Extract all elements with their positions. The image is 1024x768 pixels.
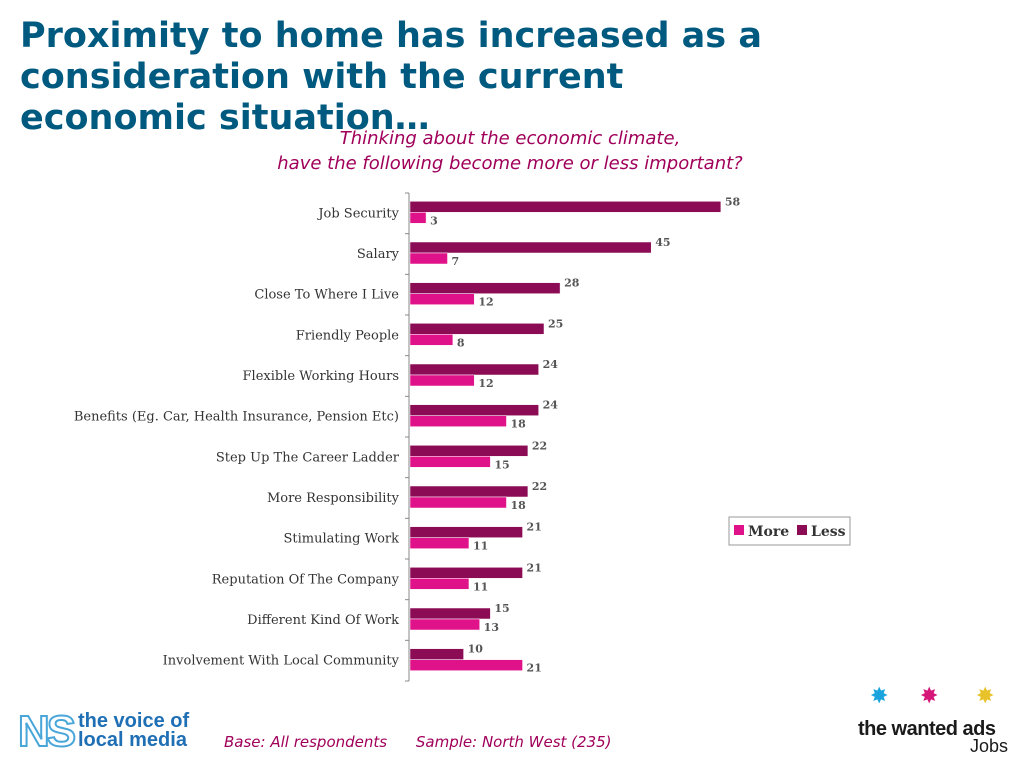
data-label-less: 21 (527, 521, 542, 534)
data-label-more: 18 (510, 418, 526, 431)
bar-more (409, 415, 507, 427)
category-label: Involvement With Local Community (163, 654, 400, 669)
bar-more (409, 212, 427, 224)
category-label: Step Up The Career Ladder (216, 450, 400, 465)
chart-axes (405, 192, 410, 682)
data-label-more: 8 (457, 336, 465, 349)
bar-more (409, 456, 491, 468)
data-label-less: 10 (468, 643, 484, 656)
bar-less (409, 445, 529, 457)
category-label: Friendly People (296, 328, 400, 343)
bar-less (409, 567, 523, 579)
star-icon-pink: ✸ (920, 684, 939, 709)
bar-more (409, 659, 523, 671)
bar-less (409, 485, 529, 498)
data-label-less: 15 (494, 602, 509, 615)
bar-more (409, 618, 480, 631)
bar-more (409, 334, 454, 346)
category-label: Salary (357, 247, 400, 262)
data-label-less: 28 (564, 277, 580, 290)
bar-more (409, 578, 470, 590)
footer-sample: Sample: North West (235) (415, 733, 612, 751)
category-label: Stimulating Work (283, 532, 399, 547)
bar-less (409, 201, 722, 213)
category-label: Flexible Working Hours (243, 369, 399, 384)
data-label-more: 18 (510, 499, 526, 512)
legend-swatch-less (797, 525, 807, 535)
footer-note: Base: All respondents Sample: North West… (224, 733, 636, 751)
legend-label-less: Less (811, 524, 846, 540)
ns-logo-line-2: local media (78, 729, 187, 751)
ns-logo-text: the voice of local media (78, 710, 190, 751)
ns-logo-line-1: the voice of (78, 710, 190, 732)
bar-more (409, 252, 448, 265)
bar-less (409, 648, 464, 660)
data-label-less: 22 (532, 480, 547, 493)
bar-chart: Job Security 58 3 Salary 45 7 Close To Where I… (74, 192, 851, 682)
legend-box (728, 516, 851, 546)
chart-bars (409, 201, 722, 671)
legend-label-more: More (748, 524, 789, 540)
bar-more (409, 374, 475, 387)
star-icon-blue: ✸ (870, 684, 889, 709)
data-label-more: 12 (478, 377, 493, 390)
data-label-more: 12 (478, 296, 493, 309)
data-label-more: 21 (527, 662, 542, 675)
data-label-less: 21 (527, 561, 542, 574)
bar-less (409, 282, 561, 294)
data-label-more: 13 (484, 621, 499, 634)
star-icon-yellow: ✸ (976, 684, 995, 709)
data-label-less: 58 (725, 195, 741, 208)
category-label: Benefits (Eg. Car, Health Insurance, Pen… (74, 410, 399, 425)
slide-title: Proximity to home has increased as a con… (20, 16, 762, 138)
bar-more (409, 293, 475, 305)
subtitle-line-1: Thinking about the economic climate, (339, 128, 681, 149)
bar-less (409, 323, 545, 335)
data-label-less: 22 (532, 439, 547, 452)
category-label: Job Security (316, 206, 399, 221)
data-label-more: 11 (473, 540, 488, 553)
data-label-more: 3 (430, 214, 438, 227)
wanted-ads-name: the wanted ads (858, 718, 996, 740)
category-label: More Responsibility (267, 491, 400, 506)
data-label-more: 15 (494, 458, 509, 471)
data-label-more: 11 (473, 580, 488, 593)
footer-base: Base: All respondents (224, 733, 388, 751)
ns-logo: NS the voice of local media (17, 707, 198, 756)
data-label-less: 24 (543, 399, 559, 412)
bar-less (409, 241, 652, 254)
wanted-ads-sub: Jobs (969, 736, 1008, 756)
chart-labels: Job Security 58 3 Salary 45 7 Close To Where I… (74, 195, 741, 674)
bar-more (409, 496, 507, 509)
bar-less (409, 526, 523, 538)
data-label-more: 7 (452, 255, 460, 268)
chart-legend: More Less (728, 516, 851, 546)
category-label: Different Kind Of Work (247, 613, 399, 628)
bar-more (409, 537, 470, 549)
wanted-ads-logo: ✸ ✸ ✸ the wanted ads Jobs (856, 684, 1014, 757)
data-label-less: 24 (543, 358, 559, 371)
chart-subtitle: Thinking about the economic climate, hav… (200, 126, 820, 176)
data-label-less: 45 (655, 236, 670, 249)
legend-swatch-more (734, 525, 744, 535)
category-label: Close To Where I Live (254, 288, 399, 303)
bar-less (409, 363, 539, 376)
ns-logo-mark: NS (17, 707, 77, 756)
bar-less (409, 404, 539, 416)
subtitle-line-2: have the following become more or less i… (277, 153, 743, 174)
category-label: Reputation Of The Company (212, 572, 400, 587)
bar-less (409, 607, 491, 620)
data-label-less: 25 (548, 317, 563, 330)
